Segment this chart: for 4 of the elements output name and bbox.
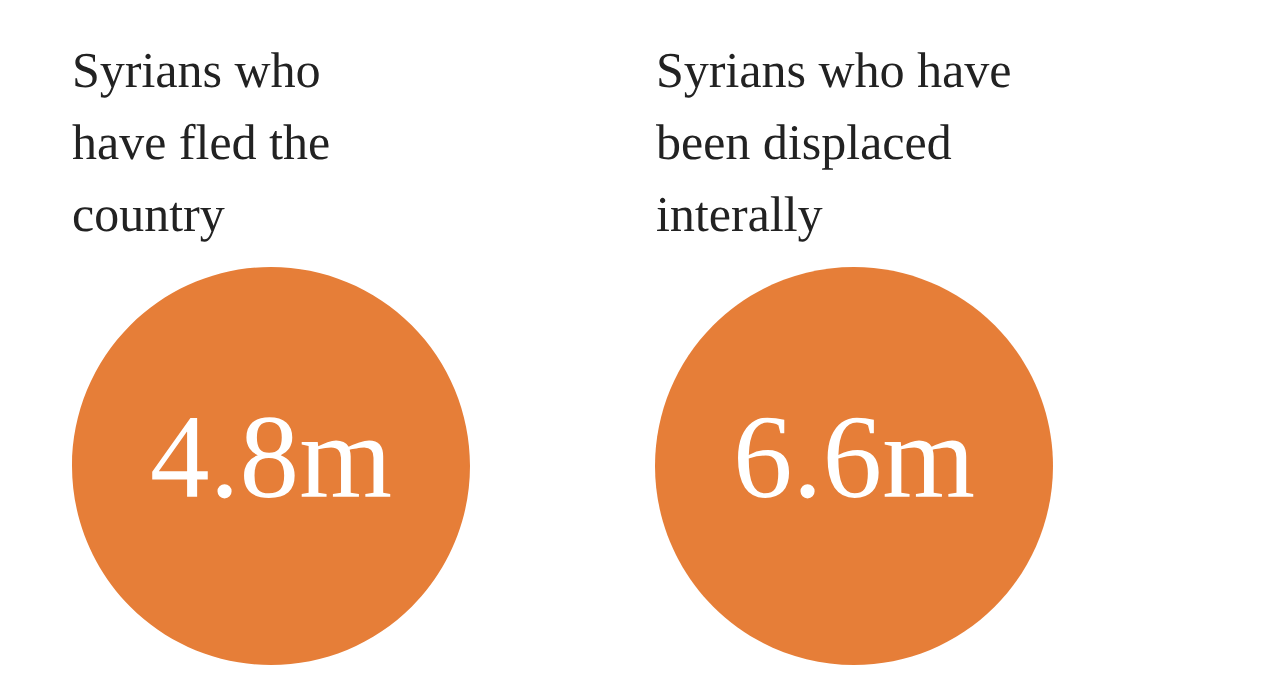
category-label: Syrians who have been displaced interally [656,52,1010,242]
category-label: Syrians who have fled the country [72,52,329,242]
data-label: 6.6m [738,417,974,499]
data-label: 4.8m [152,417,391,499]
